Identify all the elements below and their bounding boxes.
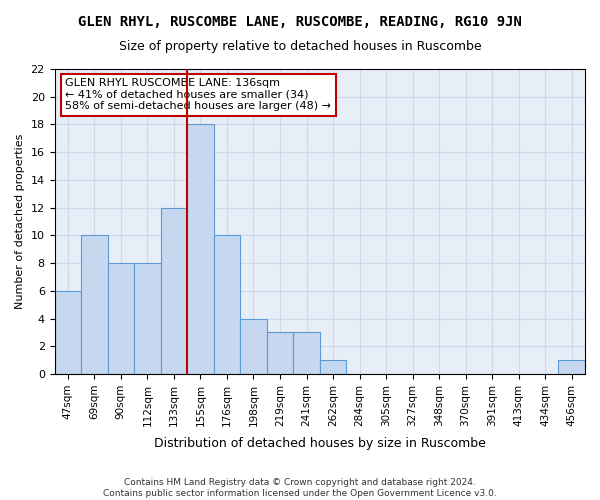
- Text: GLEN RHYL, RUSCOMBE LANE, RUSCOMBE, READING, RG10 9JN: GLEN RHYL, RUSCOMBE LANE, RUSCOMBE, READ…: [78, 15, 522, 29]
- Bar: [320, 360, 346, 374]
- Bar: [267, 332, 293, 374]
- Bar: [55, 291, 81, 374]
- X-axis label: Distribution of detached houses by size in Ruscombe: Distribution of detached houses by size …: [154, 437, 486, 450]
- Bar: [293, 332, 320, 374]
- Bar: [214, 236, 240, 374]
- Bar: [240, 318, 267, 374]
- Text: GLEN RHYL RUSCOMBE LANE: 136sqm
← 41% of detached houses are smaller (34)
58% of: GLEN RHYL RUSCOMBE LANE: 136sqm ← 41% of…: [65, 78, 331, 112]
- Text: Size of property relative to detached houses in Ruscombe: Size of property relative to detached ho…: [119, 40, 481, 53]
- Bar: [559, 360, 585, 374]
- Text: Contains HM Land Registry data © Crown copyright and database right 2024.
Contai: Contains HM Land Registry data © Crown c…: [103, 478, 497, 498]
- Bar: [161, 208, 187, 374]
- Bar: [107, 263, 134, 374]
- Bar: [81, 236, 107, 374]
- Y-axis label: Number of detached properties: Number of detached properties: [15, 134, 25, 309]
- Bar: [134, 263, 161, 374]
- Bar: [187, 124, 214, 374]
